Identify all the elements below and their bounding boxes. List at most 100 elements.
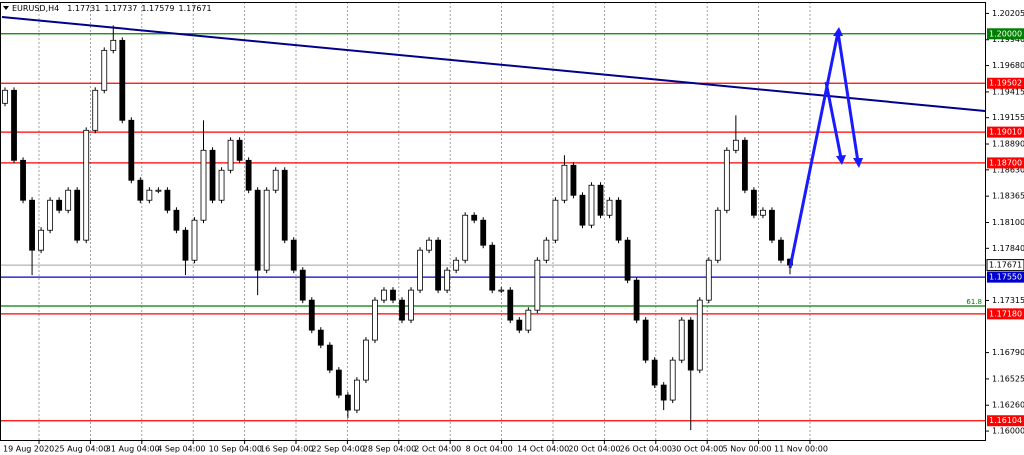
candle-body bbox=[236, 139, 243, 161]
plot-frame bbox=[0, 2, 986, 441]
candle-body bbox=[245, 159, 252, 191]
trend-line bbox=[1, 16, 986, 112]
candle-body bbox=[372, 299, 378, 341]
candle-body bbox=[588, 184, 595, 226]
candle-body bbox=[769, 209, 775, 241]
y-tick-label: 1.19155 bbox=[992, 113, 1024, 122]
x-tick-label: 30 Oct 04:00 bbox=[671, 445, 723, 454]
level-label: 1.19502 bbox=[989, 79, 1022, 88]
candle-body bbox=[426, 239, 432, 251]
levels: 61.8 bbox=[0, 33, 985, 422]
candle-body bbox=[579, 194, 586, 226]
candle-body bbox=[317, 329, 324, 346]
level-label: 1.17180 bbox=[989, 309, 1022, 318]
candle-body bbox=[543, 239, 550, 261]
candle-body bbox=[65, 189, 72, 211]
level-label-box bbox=[987, 77, 1024, 89]
candle-body bbox=[651, 359, 658, 386]
candle-body bbox=[633, 279, 640, 321]
y-tick-label: 1.17840 bbox=[992, 244, 1024, 253]
y-tick-label: 1.16260 bbox=[992, 401, 1024, 410]
y-tick-label: 1.19940 bbox=[992, 35, 1024, 44]
candle-body bbox=[751, 189, 757, 216]
y-tick-label: 1.20205 bbox=[992, 9, 1024, 18]
level-label: 1.16104 bbox=[989, 416, 1022, 425]
arrow-head bbox=[833, 27, 843, 36]
candle-body bbox=[381, 289, 387, 301]
candle-body bbox=[353, 379, 360, 411]
x-tick-label: 25 Aug 04:00 bbox=[54, 445, 108, 454]
candle-body bbox=[561, 164, 568, 201]
candle-body bbox=[56, 199, 63, 211]
level-label-box bbox=[987, 415, 1024, 427]
candle-body bbox=[570, 164, 577, 196]
candle-body bbox=[615, 199, 622, 241]
candle-body bbox=[164, 189, 171, 211]
candle-body bbox=[254, 189, 261, 271]
x-tick-label: 19 Aug 2020 bbox=[3, 445, 54, 454]
symbol: EURUSD,H4 bbox=[12, 4, 59, 13]
x-tick-label: 26 Oct 04:00 bbox=[620, 445, 672, 454]
candle-body bbox=[191, 219, 198, 261]
candle-body bbox=[146, 189, 153, 201]
candle-body bbox=[200, 149, 207, 221]
candle-body bbox=[480, 219, 487, 246]
level-label-box bbox=[987, 157, 1024, 169]
y-tick-label: 1.17315 bbox=[992, 296, 1024, 305]
y-tick-label: 1.18890 bbox=[992, 140, 1024, 149]
candle-body bbox=[11, 89, 17, 161]
candle-body bbox=[507, 289, 514, 321]
candle-body bbox=[101, 49, 108, 91]
arrow-head bbox=[836, 155, 846, 165]
candle-body bbox=[344, 394, 351, 411]
candle-body bbox=[678, 319, 685, 361]
candle-body bbox=[299, 269, 306, 301]
candle-body bbox=[92, 89, 99, 131]
price-label: 1.17671 bbox=[989, 261, 1022, 270]
candle-body bbox=[660, 384, 667, 401]
candle-body bbox=[155, 189, 162, 192]
x-tick-label: 14 Oct 04:00 bbox=[517, 445, 569, 454]
candle-body bbox=[119, 39, 126, 121]
candle-body bbox=[606, 199, 613, 216]
candle-body bbox=[687, 319, 694, 371]
header-low: 1.17579 bbox=[141, 4, 174, 13]
candle-body bbox=[624, 239, 631, 281]
header-open: 1.17731 bbox=[67, 4, 100, 13]
candle-body bbox=[47, 199, 54, 231]
candle-body bbox=[760, 209, 766, 216]
x-tick-label: 10 Sep 04:00 bbox=[209, 445, 262, 454]
candle-body bbox=[74, 189, 81, 241]
x-tick-label: 2 Oct 04:00 bbox=[414, 445, 461, 454]
candle-body bbox=[714, 209, 721, 261]
candle-body bbox=[218, 169, 225, 201]
candle-body bbox=[696, 299, 703, 371]
candle-body bbox=[552, 199, 559, 241]
candle-body bbox=[705, 259, 712, 301]
y-tick-label: 1.19680 bbox=[992, 61, 1024, 70]
candle-body bbox=[128, 119, 135, 181]
header-close: 1.17671 bbox=[179, 4, 212, 13]
axes: 1.20205 1.19940 1.19680 1.19415 1.19155 1.188… bbox=[3, 9, 1024, 454]
candle-body bbox=[417, 249, 423, 291]
level-label: 1.18700 bbox=[989, 158, 1022, 167]
arrow-heads bbox=[833, 27, 863, 168]
candle-body bbox=[363, 339, 369, 381]
candle-body bbox=[741, 139, 748, 191]
header: EURUSD,H4 1.17731 1.17737 1.17579 1.17671 bbox=[12, 4, 212, 13]
candle-body bbox=[227, 139, 234, 171]
candle-body bbox=[29, 199, 35, 251]
x-tick-label: 4 Sep 04:00 bbox=[157, 445, 205, 454]
candle-body bbox=[399, 299, 405, 321]
candle-body bbox=[444, 269, 451, 291]
candle-body bbox=[516, 319, 523, 331]
x-tick-label: 16 Sep 04:00 bbox=[260, 445, 313, 454]
candle-body bbox=[290, 239, 297, 271]
candle-body bbox=[335, 369, 342, 396]
x-tick-label: 31 Aug 04:00 bbox=[106, 445, 160, 454]
candle-body bbox=[732, 139, 739, 151]
candle-body bbox=[38, 229, 44, 251]
candle-body bbox=[272, 169, 279, 191]
